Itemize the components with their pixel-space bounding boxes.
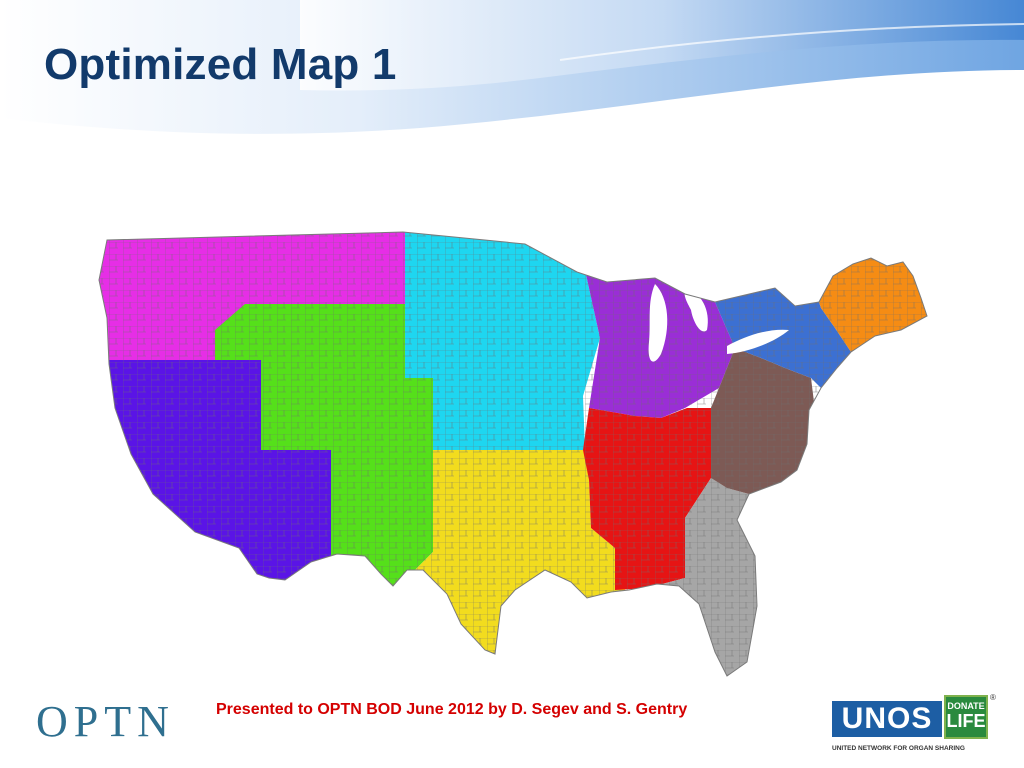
registered-mark: ® <box>990 693 996 702</box>
slide-title: Optimized Map 1 <box>44 40 397 89</box>
header-swoosh <box>0 0 1024 142</box>
lake-michigan <box>648 284 668 362</box>
donate-life-badge: DONATE LIFE <box>944 695 988 739</box>
optn-logo: OPTN <box>36 697 175 746</box>
unos-tagline: UNITED NETWORK FOR ORGAN SHARING <box>832 745 965 752</box>
life-label: LIFE <box>946 711 986 731</box>
donate-label: DONATE <box>947 701 985 711</box>
unos-wordmark: UNOS <box>832 701 942 737</box>
us-outline <box>98 231 928 677</box>
lake-huron <box>684 288 708 332</box>
lake-erie <box>727 329 789 354</box>
us-district-map <box>95 218 955 688</box>
unos-logo: UNOS DONATE LIFE ® UNITED NETWORK FOR OR… <box>832 693 1002 761</box>
footer-credit: Presented to OPTN BOD June 2012 by D. Se… <box>216 701 688 718</box>
us-district-map-graphic <box>98 231 928 677</box>
